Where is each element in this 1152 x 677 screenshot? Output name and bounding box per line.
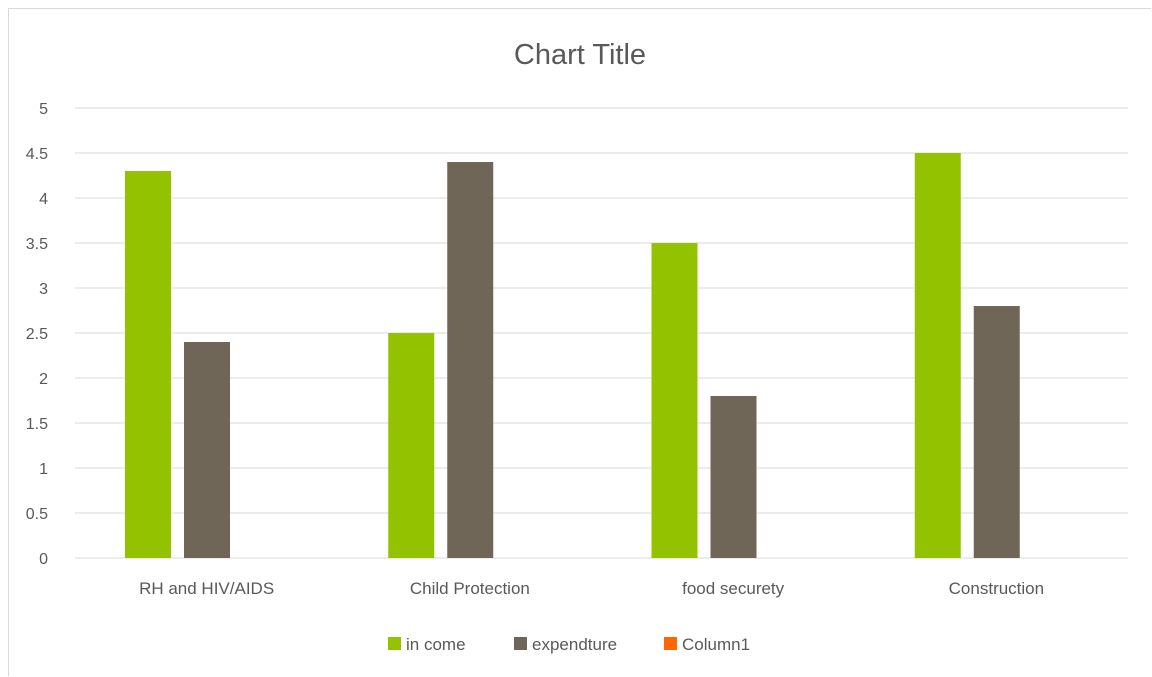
y-tick-label: 4	[39, 191, 48, 208]
bar-in-come-3	[914, 153, 961, 558]
y-tick-label: 3.5	[26, 236, 48, 253]
x-category-label: Construction	[949, 579, 1044, 598]
bars	[125, 153, 1020, 558]
y-tick-label: 4.5	[26, 146, 48, 163]
y-tick-label: 5	[39, 101, 48, 118]
x-category-label: food securety	[682, 579, 785, 598]
x-category-label: Child Protection	[410, 579, 530, 598]
bar-in-come-1	[388, 333, 435, 558]
legend-label: in come	[406, 635, 466, 654]
legend-label: Column1	[682, 635, 750, 654]
bar-in-come-2	[651, 243, 698, 558]
y-tick-label: 0	[39, 551, 48, 568]
y-tick-label: 1	[39, 461, 48, 478]
y-axis-ticks: 0 0.5 1 1.5 2 2.5 3 3.5 4 4.5 5	[26, 101, 48, 568]
bar-expendture-2	[710, 396, 757, 558]
y-tick-label: 3	[39, 281, 48, 298]
gridlines	[75, 107, 1128, 559]
legend: in come expendture Column1	[388, 635, 750, 654]
x-axis-categories: RH and HIV/AIDS Child Protection food secu…	[139, 579, 1044, 598]
bar-expendture-3	[973, 306, 1020, 558]
y-tick-label: 0.5	[26, 506, 48, 523]
chart-title: Chart Title	[514, 39, 646, 71]
x-category-label: RH and HIV/AIDS	[139, 579, 274, 598]
bar-expendture-0	[184, 342, 230, 558]
legend-swatch	[388, 637, 401, 650]
legend-swatch	[664, 637, 677, 650]
y-tick-label: 2.5	[26, 326, 48, 343]
bar-in-come-0	[125, 171, 171, 558]
legend-label: expendture	[532, 635, 617, 654]
y-tick-label: 1.5	[26, 416, 48, 433]
legend-swatch	[514, 637, 527, 650]
y-tick-label: 2	[39, 371, 48, 388]
bar-expendture-1	[447, 162, 494, 558]
